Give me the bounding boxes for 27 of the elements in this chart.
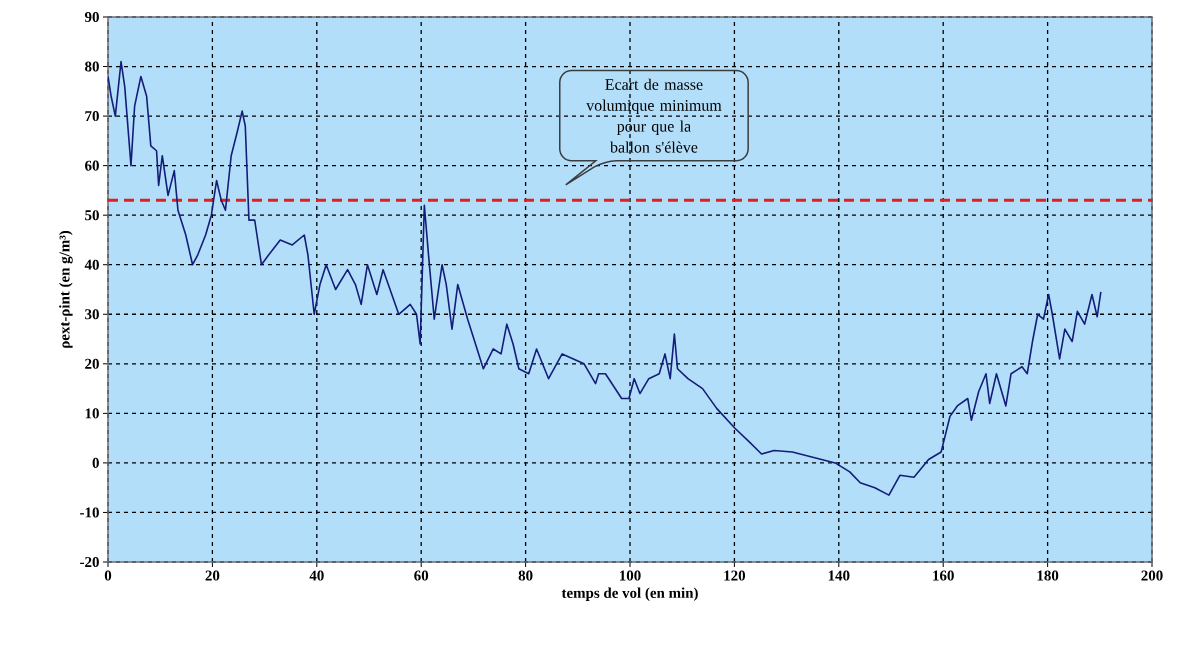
y-tick-label: 90 [84,11,99,23]
y-tick-label: 70 [85,111,99,122]
y-tick-label: 10 [85,408,99,419]
y-tick-label: 50 [85,210,99,221]
y-tick-label: -20 [80,556,99,568]
x-tick-label: 20 [205,570,220,581]
x-tick-label: 140 [828,570,850,581]
x-tick-label: 60 [414,570,429,581]
x-tick-label: 40 [309,570,324,581]
line-series [108,60,1102,496]
y-tick-label: 80 [85,61,99,72]
y-tick-label: 30 [85,309,99,320]
x-tick-label: 200 [1141,570,1163,581]
annotation: Ecart de masse volumique minimum pour que la ballon s'élève [586,78,722,153]
y-axis-title: ρext-ρint (en g/m³) [59,230,73,348]
y-tick-label: 20 [85,358,99,369]
x-tick-label: 160 [933,570,954,581]
x-tick-label: 80 [518,570,533,581]
y-tick-label: 40 [84,259,99,270]
x-tick-label: 120 [724,570,746,581]
y-tick-label: 0 [92,457,99,468]
x-tick-label: 0 [104,570,112,581]
y-tick-label: -10 [80,507,99,518]
x-axis-title: temps de vol (en min) [561,587,698,601]
x-tick-label: 180 [1037,570,1059,581]
x-tick-label: 100 [620,570,641,581]
y-tick-label: 60 [85,160,99,171]
